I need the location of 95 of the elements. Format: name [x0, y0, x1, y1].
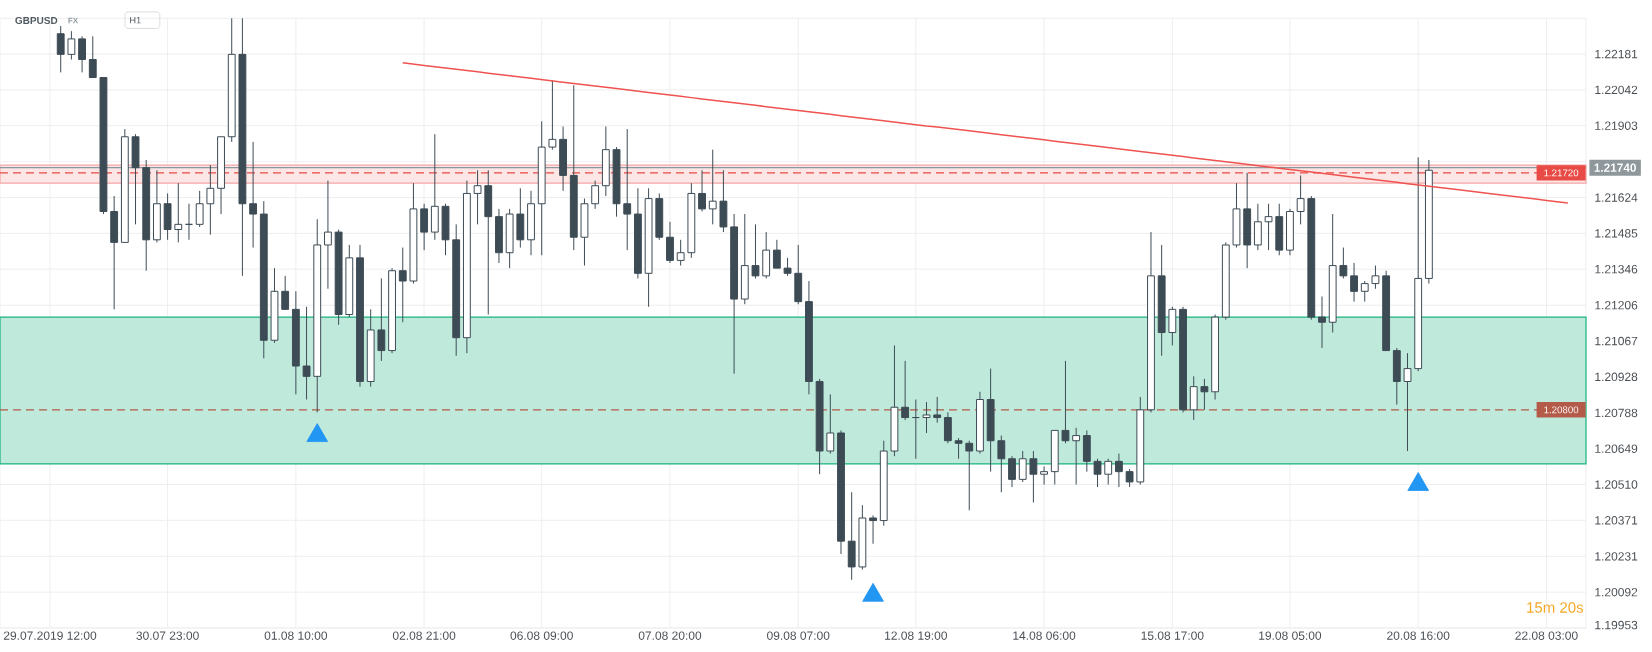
candlestick [67, 30, 76, 60]
y-tick-label: 1.21067 [1595, 336, 1638, 346]
ref-line-label: 1.21720 [1544, 169, 1579, 177]
candlestick [1350, 262, 1358, 303]
candlestick [195, 190, 204, 228]
candlestick [1296, 174, 1305, 225]
candlestick [1318, 295, 1326, 349]
candlestick [377, 277, 386, 362]
y-tick-label: 1.21624 [1595, 193, 1638, 202]
y-tick-label: 1.20788 [1595, 408, 1638, 418]
candlestick [1072, 427, 1081, 486]
y-tick-label: 1.21485 [1595, 229, 1638, 238]
x-tick-label: 14.08 06:00 [1013, 631, 1076, 640]
x-tick-label: 12.08 19:00 [885, 631, 948, 640]
y-tick-label: 1.20371 [1595, 516, 1638, 525]
candlestick [954, 437, 963, 460]
y-tick-label: 1.22042 [1595, 85, 1638, 95]
y-tick-label: 1.19953 [1595, 620, 1638, 630]
candlestick [826, 393, 835, 455]
x-tick-label: 02.08 21:00 [392, 631, 456, 640]
candlestick [302, 306, 311, 401]
y-tick-label: 1.21903 [1595, 121, 1638, 130]
candlestick [676, 239, 685, 267]
point [306, 423, 329, 442]
candlestick [1339, 247, 1348, 279]
candlestick [997, 435, 1006, 493]
chart-subtitle: FX [68, 17, 79, 24]
candlestick [1093, 458, 1102, 488]
candlestick [751, 223, 760, 279]
ref-line-label: 1.21740 [1594, 163, 1636, 172]
x-tick-label: 19.08 05:00 [1259, 631, 1322, 640]
y-tick-label: 1.21346 [1595, 264, 1638, 274]
candlestick [548, 79, 557, 151]
candlestick [206, 164, 215, 236]
candlestick [398, 247, 407, 323]
candlestick [1189, 375, 1198, 421]
y-tick-label: 1.20928 [1595, 372, 1638, 382]
x-tick-label: 29.07.2019 12:00 [3, 631, 97, 640]
candlestick [933, 396, 942, 424]
x-tick-label: 01.08 10:00 [264, 631, 328, 640]
candlestick [88, 35, 97, 79]
annotation: H1 [130, 17, 141, 24]
candlestick [174, 182, 183, 243]
candlestick [473, 169, 482, 225]
candlestick [708, 149, 717, 225]
x-tick-label: 09.08 07:00 [767, 631, 830, 640]
candlestick [783, 257, 792, 277]
y-tick-label: 1.20231 [1595, 552, 1638, 561]
x-tick-label: 30.07 23:00 [136, 631, 199, 640]
x-tick-label: 15.08 17:00 [1141, 631, 1204, 640]
candlestick [1029, 450, 1038, 504]
y-tick-label: 1.21206 [1595, 300, 1638, 310]
point [862, 582, 884, 602]
point [1407, 472, 1429, 491]
candlestick [78, 35, 87, 73]
candlestick [1168, 306, 1177, 346]
candlestick [1104, 458, 1113, 486]
candlestick [965, 440, 974, 511]
candlestick [1018, 450, 1027, 483]
x-tick-label: 06.08 09:00 [510, 631, 573, 640]
candlestick [1253, 203, 1262, 251]
candlestick [623, 128, 632, 251]
candlestick [1264, 203, 1273, 251]
candlestick [591, 180, 600, 210]
candlestick [281, 275, 290, 310]
candlestick [1040, 465, 1049, 486]
chart-title: GBPUSD [15, 16, 58, 25]
candlestick [249, 141, 258, 249]
y-tick-label: 1.20092 [1595, 587, 1638, 597]
candlestick [772, 239, 781, 269]
candlestick [666, 221, 674, 264]
candlestick [1114, 453, 1123, 488]
candlestick [901, 360, 910, 421]
candlestick [1200, 378, 1209, 411]
candlestick [1061, 360, 1070, 444]
candlestick [869, 514, 877, 545]
candlestick [698, 169, 706, 212]
annotation: 15m 20s [1527, 602, 1584, 613]
candlestick [56, 25, 65, 73]
candlestick [1371, 265, 1380, 290]
candlestick [420, 203, 429, 251]
candlestick [1008, 455, 1016, 488]
candlestick [324, 180, 332, 290]
candlestick [1403, 352, 1412, 452]
x-tick-label: 22.08 03:00 [1515, 631, 1578, 640]
y-tick-label: 1.20649 [1595, 444, 1638, 453]
x-tick-label: 20.08 16:00 [1387, 631, 1450, 640]
x-tick-label: 07.08 20:00 [638, 631, 702, 640]
candlestick [1360, 280, 1369, 303]
candlestick [922, 401, 931, 434]
candlestick [943, 411, 952, 444]
ref-line-label: 1.20800 [1544, 406, 1579, 414]
y-tick-label: 1.20510 [1595, 480, 1638, 489]
candlestick [1125, 468, 1134, 488]
y-tick-label: 1.22181 [1595, 49, 1638, 59]
